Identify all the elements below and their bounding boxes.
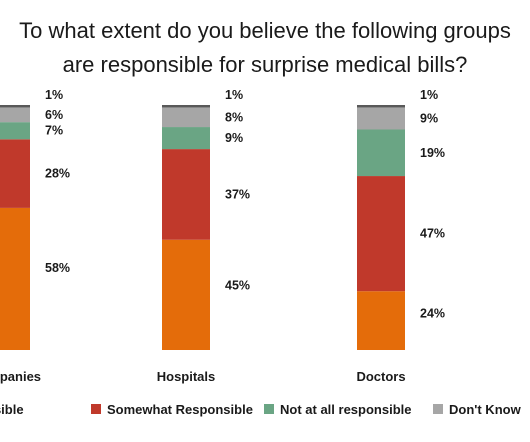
data-label-hospitals-3: 9%: [225, 131, 243, 145]
data-label-doctors-2: 47%: [420, 227, 445, 241]
legend-label-3: Not at all responsible: [280, 402, 411, 417]
bar-segment-doctors-3: [357, 129, 405, 177]
data-label-companies-2: 28%: [45, 167, 70, 181]
bar-segment-hospitals-5: [162, 105, 210, 108]
data-label-doctors-4: 9%: [420, 111, 438, 125]
legend-label-4: Don't Know: [449, 402, 522, 417]
legend-label-1: nsible: [0, 402, 24, 417]
bar-segment-hospitals-3: [162, 127, 210, 150]
data-label-doctors-5: 1%: [420, 88, 438, 102]
chart-title-line-1: To what extent do you believe the follow…: [19, 18, 511, 43]
data-label-doctors-3: 19%: [420, 146, 445, 160]
data-label-doctors-1: 24%: [420, 307, 445, 321]
chart-title-line-2: are responsible for surprise medical bil…: [62, 52, 468, 77]
data-label-companies-3: 7%: [45, 124, 63, 138]
data-label-companies-5: 1%: [45, 88, 63, 102]
data-label-hospitals-5: 1%: [225, 88, 243, 102]
chart-title: To what extent do you believe the follow…: [0, 14, 530, 82]
legend-label-2: Somewhat Responsible: [107, 402, 253, 417]
bar-segment-doctors-4: [357, 107, 405, 130]
bar-segment-companies-4: [0, 107, 30, 123]
bar-segment-doctors-2: [357, 176, 405, 292]
data-label-hospitals-1: 45%: [225, 278, 250, 292]
category-label-doctors: Doctors: [356, 369, 405, 384]
category-label-companies: Companies: [0, 369, 41, 384]
category-label-hospitals: Hospitals: [157, 369, 216, 384]
legend-swatch-4: [433, 404, 443, 414]
data-label-companies-4: 6%: [45, 108, 63, 122]
bar-segment-doctors-1: [357, 291, 405, 350]
bar-segment-companies-5: [0, 105, 30, 108]
data-label-companies-1: 58%: [45, 261, 70, 275]
bar-segment-companies-1: [0, 207, 30, 350]
data-label-hospitals-2: 37%: [225, 187, 250, 201]
bar-segment-companies-3: [0, 122, 30, 140]
bar-segment-hospitals-4: [162, 107, 210, 128]
data-label-hospitals-4: 8%: [225, 110, 243, 124]
bar-segment-hospitals-2: [162, 149, 210, 240]
bar-segment-hospitals-1: [162, 239, 210, 350]
bar-segment-companies-2: [0, 139, 30, 208]
legend-swatch-3: [264, 404, 274, 414]
legend-swatch-2: [91, 404, 101, 414]
bar-segment-doctors-5: [357, 105, 405, 108]
